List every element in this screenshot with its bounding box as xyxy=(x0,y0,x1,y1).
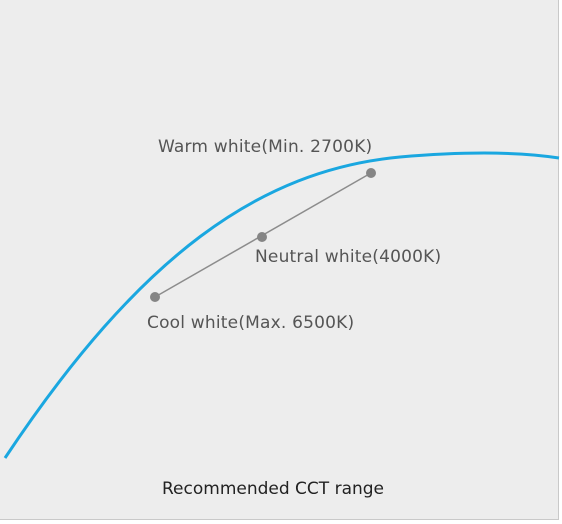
cool-white-label: Cool white(Max. 6500K) xyxy=(147,313,355,333)
neutral-white-point xyxy=(257,232,267,242)
warm-white-point xyxy=(366,168,376,178)
warm-white-label: Warm white(Min. 2700K) xyxy=(158,137,373,157)
neutral-white-label: Neutral white(4000K) xyxy=(255,247,442,267)
planckian-locus-curve xyxy=(3,151,560,459)
diagram-caption: Recommended CCT range xyxy=(162,479,385,499)
cool-white-point xyxy=(150,292,160,302)
